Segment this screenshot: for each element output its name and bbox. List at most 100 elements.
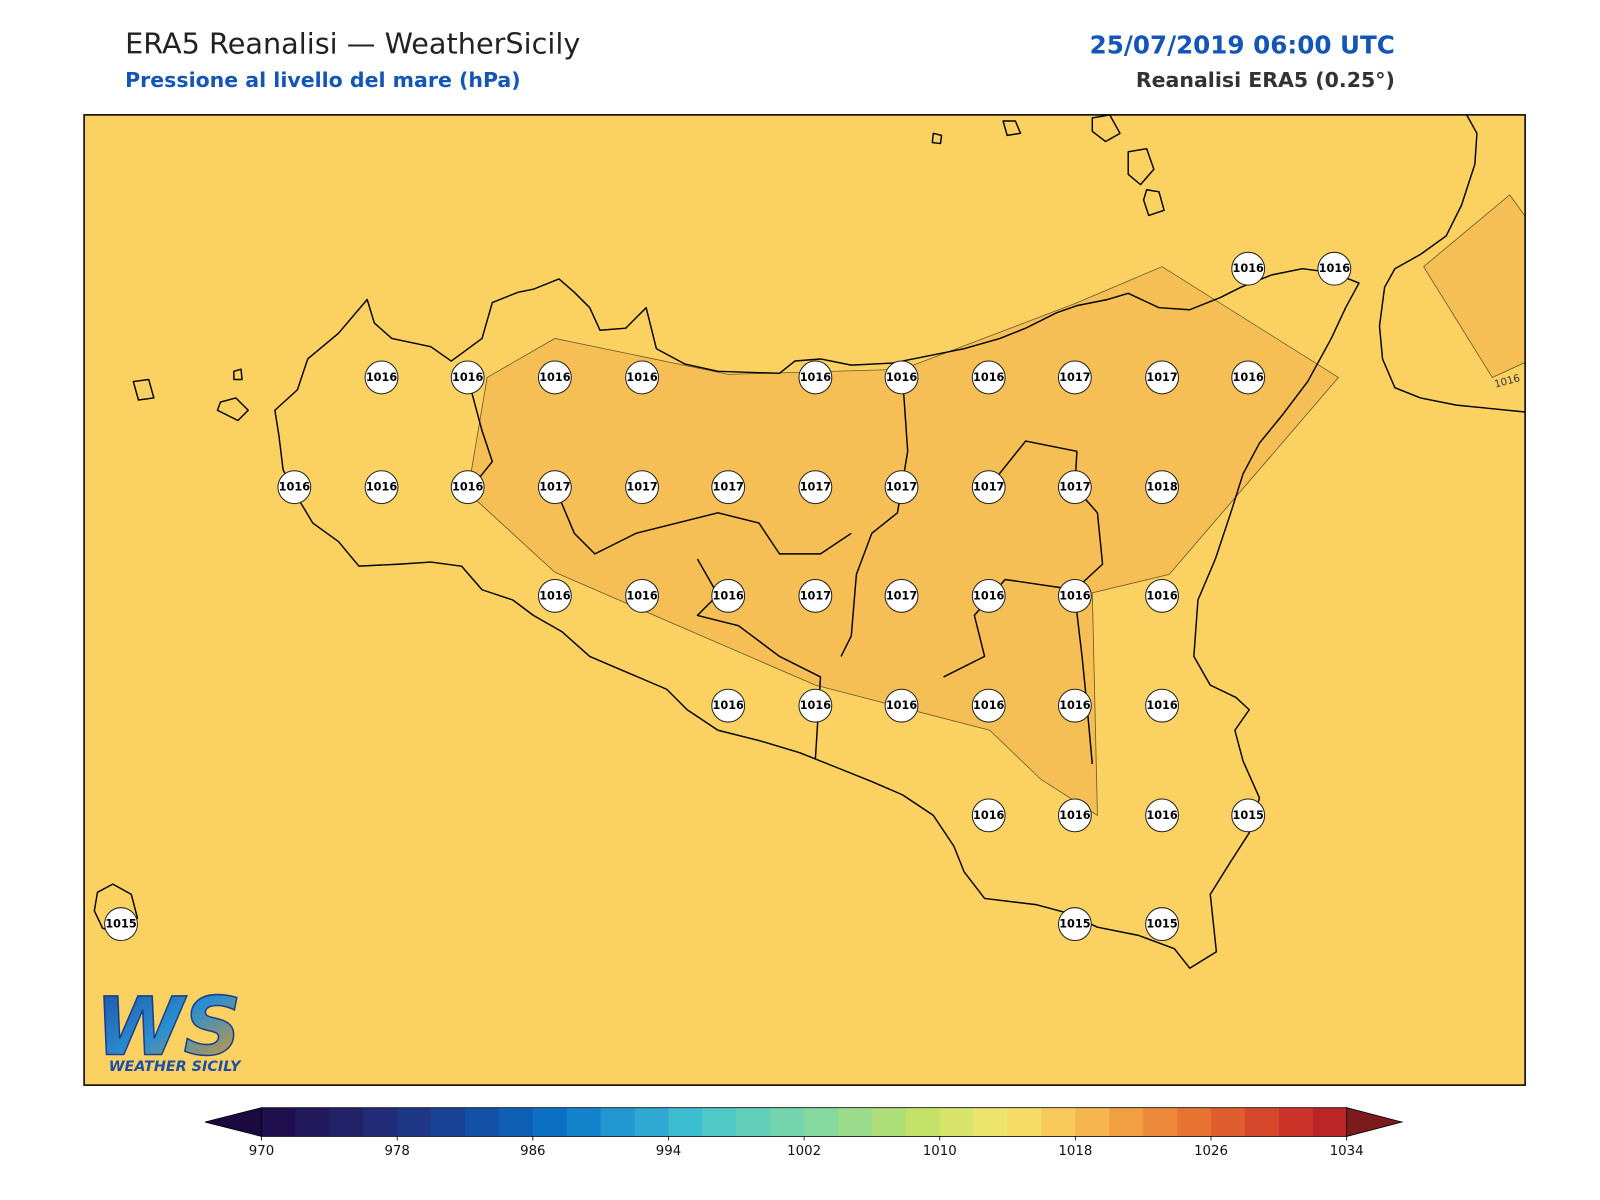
logo-mark: WS bbox=[95, 980, 241, 1073]
station-value: 1017 bbox=[1059, 481, 1090, 494]
station-marker bbox=[1145, 907, 1179, 942]
stations: 1016 1016 1016 1016 1016 1016 1016 1016 1016 1017… bbox=[104, 251, 1352, 942]
station-marker bbox=[711, 470, 746, 505]
station-value: 1016 bbox=[713, 699, 745, 712]
colorbar-bin bbox=[363, 1107, 398, 1137]
station-value: 1015 bbox=[1233, 809, 1265, 822]
logo-text: WEATHER SICILY bbox=[109, 1059, 242, 1075]
subtitle: Pressione al livello del mare (hPa) bbox=[125, 68, 521, 92]
title: ERA5 Reanalisi — WeatherSicily bbox=[125, 26, 580, 60]
station-marker bbox=[450, 470, 485, 505]
colorbar-tick-label: 986 bbox=[520, 1144, 545, 1159]
colorbar-bin bbox=[498, 1107, 534, 1137]
station-value: 1017 bbox=[713, 481, 744, 494]
colorbar-tick-label: 1002 bbox=[787, 1144, 821, 1159]
station-value: 1016 bbox=[539, 371, 571, 384]
station-marker bbox=[971, 360, 1006, 395]
station-value: 1016 bbox=[713, 589, 745, 602]
station-marker bbox=[364, 470, 399, 505]
colorbar-bin bbox=[871, 1107, 907, 1137]
station-value: 1015 bbox=[1146, 918, 1178, 931]
station-value: 1016 bbox=[800, 699, 832, 712]
station-marker bbox=[711, 688, 746, 723]
station-value: 1017 bbox=[800, 481, 831, 494]
station-value: 1016 bbox=[886, 699, 918, 712]
station-value: 1016 bbox=[279, 481, 311, 494]
coastline bbox=[274, 267, 1360, 969]
station-marker bbox=[971, 798, 1006, 833]
station-marker bbox=[450, 360, 485, 395]
station-value: 1016 bbox=[1059, 699, 1091, 712]
station-marker bbox=[971, 688, 1006, 723]
date: 25/07/2019 06:00 UTC bbox=[1090, 30, 1395, 59]
colorbar-bin bbox=[431, 1107, 466, 1137]
station-marker bbox=[1057, 360, 1092, 395]
station-marker bbox=[625, 578, 659, 613]
station-value: 1016 bbox=[973, 371, 1005, 384]
colorbar-bin bbox=[1278, 1107, 1314, 1137]
colorbar-over bbox=[1346, 1107, 1404, 1137]
colorbar-bin bbox=[1177, 1107, 1212, 1137]
colorbar-bin bbox=[566, 1107, 602, 1137]
colorbar-bin bbox=[736, 1107, 771, 1137]
station-value: 1016 bbox=[539, 589, 571, 602]
colorbar-bin bbox=[1211, 1107, 1246, 1137]
colorbar-bin bbox=[668, 1107, 703, 1137]
station-value: 1017 bbox=[886, 481, 917, 494]
station-value: 1016 bbox=[800, 371, 832, 384]
station-value: 1016 bbox=[1146, 699, 1178, 712]
station-value: 1017 bbox=[800, 589, 831, 602]
colorbar-bin bbox=[939, 1107, 975, 1137]
station-value: 1018 bbox=[1146, 481, 1178, 494]
province-border bbox=[466, 377, 1104, 765]
colorbar-bin bbox=[905, 1107, 941, 1137]
colorbar-bin bbox=[397, 1107, 432, 1137]
station-value: 1016 bbox=[973, 809, 1005, 822]
colorbar-tick-label: 1018 bbox=[1058, 1144, 1092, 1159]
station-marker bbox=[1317, 251, 1352, 286]
station-value: 1016 bbox=[366, 371, 398, 384]
station-marker bbox=[277, 470, 312, 505]
station-marker bbox=[1231, 798, 1266, 833]
colorbar-bin bbox=[1143, 1107, 1178, 1137]
station-marker bbox=[884, 688, 919, 723]
colorbar-bin bbox=[465, 1107, 500, 1137]
station-marker bbox=[1145, 360, 1179, 395]
colorbar-under bbox=[205, 1107, 262, 1137]
station-marker bbox=[884, 578, 919, 613]
station-value: 1015 bbox=[1059, 918, 1091, 931]
station-marker bbox=[1231, 251, 1266, 286]
colorbar-bin bbox=[295, 1107, 330, 1137]
station-value: 1017 bbox=[973, 481, 1004, 494]
colorbar-bin bbox=[1244, 1107, 1280, 1137]
station-marker bbox=[1231, 360, 1266, 395]
colorbar-bin bbox=[634, 1107, 669, 1137]
station-marker bbox=[104, 907, 138, 942]
station-marker bbox=[537, 470, 572, 505]
station-value: 1016 bbox=[1059, 809, 1091, 822]
station-value: 1016 bbox=[366, 481, 398, 494]
station-marker bbox=[711, 578, 746, 613]
colorbar-tick-label: 994 bbox=[656, 1144, 681, 1159]
station-value: 1016 bbox=[1146, 589, 1178, 602]
station-marker bbox=[1057, 578, 1092, 613]
station-marker bbox=[798, 360, 833, 395]
station-value: 1016 bbox=[1233, 262, 1265, 275]
colorbar-tick-label: 1010 bbox=[923, 1144, 957, 1159]
colorbar-bin bbox=[329, 1107, 364, 1137]
colorbar-bin bbox=[1007, 1107, 1042, 1137]
station-value: 1016 bbox=[1319, 262, 1351, 275]
map-frame bbox=[83, 114, 1526, 1086]
colorbar-bin bbox=[1312, 1107, 1348, 1137]
coastline bbox=[1378, 114, 1526, 413]
colorbar-bin bbox=[973, 1107, 1009, 1137]
station-marker bbox=[1145, 470, 1179, 505]
contour-area bbox=[1423, 194, 1526, 378]
station-marker bbox=[537, 578, 572, 613]
station-marker bbox=[1057, 688, 1092, 723]
colorbar-bin bbox=[838, 1107, 873, 1137]
station-value: 1016 bbox=[1233, 371, 1265, 384]
station-value: 1016 bbox=[1146, 809, 1178, 822]
